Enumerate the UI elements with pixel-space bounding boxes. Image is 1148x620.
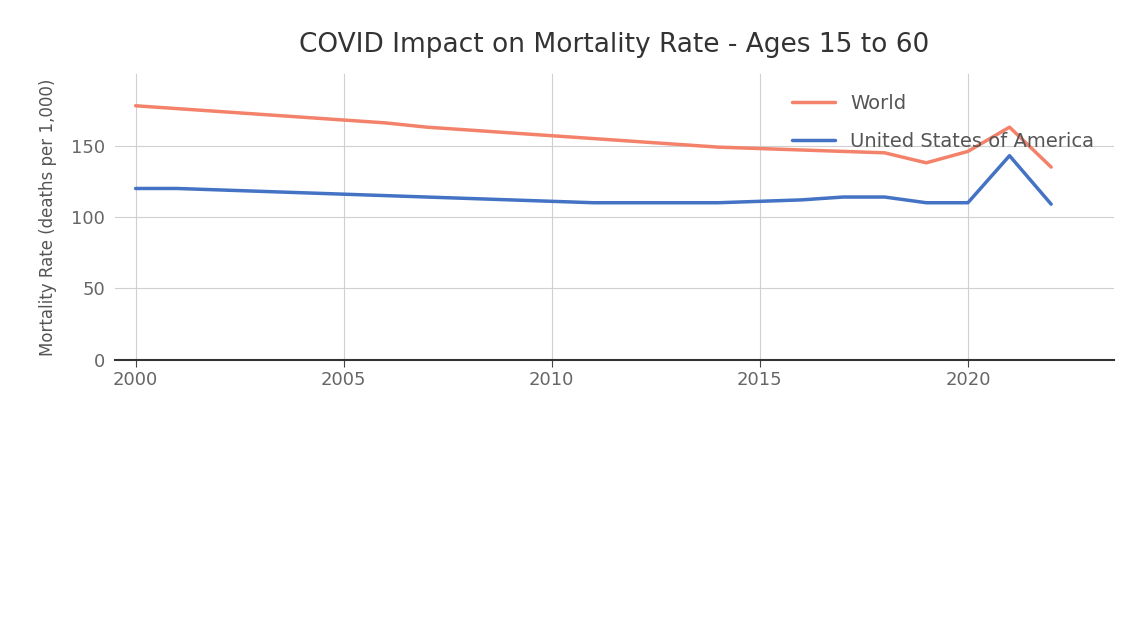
World: [712, 143, 726, 151]
Title: COVID Impact on Mortality Rate - Ages 15 to 60: COVID Impact on Mortality Rate - Ages 15…: [300, 32, 929, 58]
World: [170, 105, 184, 112]
United States of America: [878, 193, 892, 201]
United States of America: [503, 196, 517, 203]
United States of America: [961, 199, 975, 206]
United States of America: [794, 196, 808, 203]
World: [379, 119, 393, 126]
Line: World: World: [135, 106, 1052, 167]
World: [794, 146, 808, 154]
World: [1045, 164, 1058, 171]
Legend: World, United States of America: World, United States of America: [782, 84, 1104, 161]
World: [753, 145, 767, 153]
World: [503, 129, 517, 136]
World: [669, 141, 683, 148]
United States of America: [129, 185, 142, 192]
United States of America: [170, 185, 184, 192]
World: [295, 113, 309, 121]
World: [420, 123, 434, 131]
Line: United States of America: United States of America: [135, 156, 1052, 204]
World: [628, 138, 642, 145]
World: [961, 148, 975, 155]
World: [836, 148, 850, 155]
United States of America: [669, 199, 683, 206]
United States of America: [461, 195, 475, 202]
United States of America: [628, 199, 642, 206]
United States of America: [1045, 200, 1058, 208]
World: [336, 117, 350, 124]
World: [212, 108, 226, 115]
United States of America: [712, 199, 726, 206]
United States of America: [545, 198, 559, 205]
United States of America: [836, 193, 850, 201]
United States of America: [753, 198, 767, 205]
World: [878, 149, 892, 157]
Y-axis label: Mortality Rate (deaths per 1,000): Mortality Rate (deaths per 1,000): [39, 78, 57, 356]
United States of America: [920, 199, 933, 206]
United States of America: [336, 190, 350, 198]
United States of America: [1002, 152, 1016, 159]
World: [920, 159, 933, 167]
World: [129, 102, 142, 110]
United States of America: [420, 193, 434, 201]
World: [254, 110, 267, 118]
United States of America: [295, 189, 309, 197]
United States of America: [379, 192, 393, 200]
United States of America: [254, 188, 267, 195]
World: [545, 132, 559, 140]
World: [1002, 123, 1016, 131]
United States of America: [587, 199, 600, 206]
World: [461, 126, 475, 134]
United States of America: [212, 186, 226, 193]
World: [587, 135, 600, 143]
